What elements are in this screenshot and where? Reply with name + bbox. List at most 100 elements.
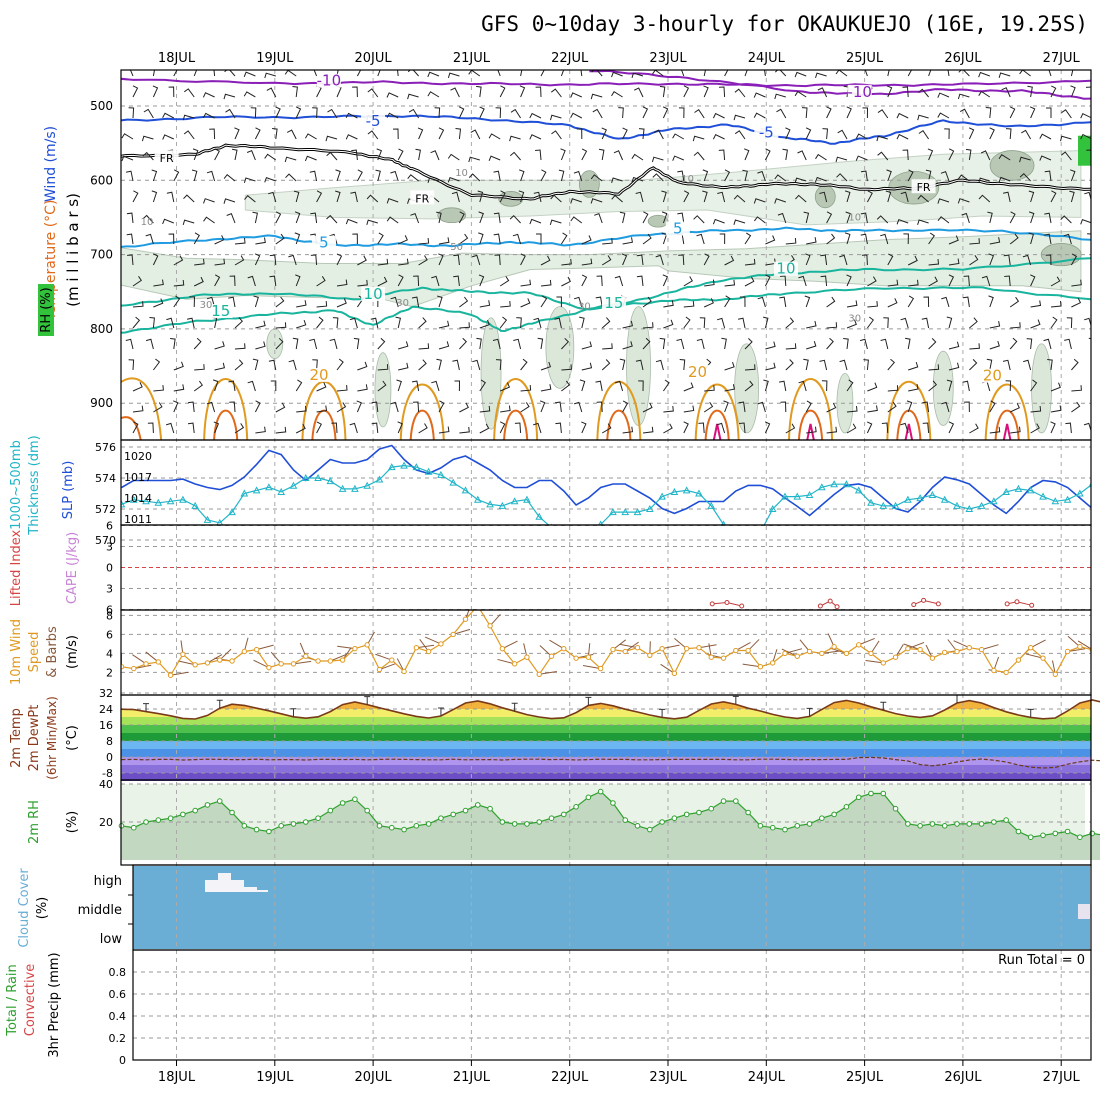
isotherm-20 bbox=[984, 383, 1030, 440]
wind-barb bbox=[846, 379, 854, 392]
wind-barb bbox=[978, 71, 990, 78]
wind-barb bbox=[450, 87, 460, 98]
wind-barb bbox=[718, 86, 726, 98]
wind-barb bbox=[213, 70, 216, 77]
wind-barb bbox=[168, 86, 175, 98]
axis-title-part: Lifted Index bbox=[9, 529, 24, 606]
wind-barb bbox=[941, 296, 950, 308]
wind-barb bbox=[357, 384, 368, 392]
wind-barb bbox=[451, 191, 460, 203]
wind-barb bbox=[550, 114, 562, 121]
rh-point bbox=[978, 821, 985, 827]
wind-barb bbox=[386, 216, 399, 224]
thickness-point bbox=[154, 498, 163, 506]
wind-barb bbox=[928, 258, 940, 266]
thickness-point bbox=[449, 478, 458, 486]
wind-barb bbox=[734, 130, 746, 140]
wind-barb bbox=[1050, 276, 1061, 287]
pressure-tick-label: 500 bbox=[90, 99, 113, 113]
wind-barb bbox=[170, 338, 176, 350]
axis-title-part: & Barbs bbox=[45, 626, 60, 678]
wind-barb bbox=[662, 106, 669, 119]
wind-barb bbox=[367, 130, 379, 140]
wind-barb bbox=[535, 149, 542, 161]
wind-barb bbox=[989, 237, 1001, 245]
wind-barb bbox=[962, 296, 970, 308]
wind-barb bbox=[683, 405, 695, 413]
rh-cell-dark bbox=[647, 214, 669, 228]
thickness-point bbox=[424, 467, 433, 475]
wind-barb bbox=[601, 317, 611, 329]
wind-barb bbox=[411, 296, 420, 308]
wind-barb bbox=[1050, 85, 1057, 98]
wind-barb bbox=[438, 400, 445, 413]
contour-label-bg bbox=[754, 125, 779, 140]
wind-speed-line bbox=[121, 610, 1091, 677]
wind-barb bbox=[488, 133, 501, 140]
wind-speed-point bbox=[757, 664, 764, 670]
rh-point bbox=[143, 819, 149, 825]
wind-barb bbox=[500, 405, 511, 413]
wind-barb bbox=[345, 112, 358, 119]
wind-barb bbox=[561, 364, 572, 371]
wind-barb bbox=[902, 149, 909, 161]
wind-barb bbox=[335, 169, 341, 182]
minmax-marker bbox=[437, 707, 444, 716]
wind-barb bbox=[681, 70, 685, 77]
wind-barb bbox=[398, 258, 409, 266]
isotherm-25 bbox=[503, 409, 529, 440]
wind-barb bbox=[173, 361, 184, 371]
axis-title-part: Cloud Cover bbox=[17, 868, 32, 948]
wind-barb bbox=[153, 385, 164, 392]
wind-speed-point bbox=[290, 661, 297, 667]
wind-barb bbox=[1028, 232, 1035, 245]
rh-point bbox=[880, 790, 887, 797]
wind-speed-point bbox=[476, 604, 480, 608]
thickness-point bbox=[265, 483, 273, 491]
wind-barb bbox=[253, 295, 259, 308]
temp-band bbox=[121, 749, 1091, 757]
wind-barb bbox=[561, 337, 570, 350]
wind-barb-10m bbox=[502, 640, 518, 650]
wind-barb bbox=[1071, 401, 1081, 413]
wind-barb bbox=[779, 296, 787, 308]
wind-barb bbox=[1063, 233, 1072, 245]
wind-barb bbox=[121, 133, 134, 140]
rh-cell-high bbox=[1078, 135, 1091, 166]
isotherm bbox=[121, 77, 1091, 88]
thickness-point bbox=[277, 487, 286, 495]
cloud-axis-title: Cloud Cover bbox=[17, 868, 32, 948]
wind-barb bbox=[285, 173, 297, 182]
wind-barb bbox=[908, 279, 919, 287]
rh-contour-label: 30 bbox=[396, 298, 409, 309]
thickness-point bbox=[805, 491, 814, 499]
wind-barb bbox=[826, 233, 836, 245]
cape-tick-label: 6 bbox=[106, 520, 113, 533]
wind-barb-10m bbox=[453, 628, 471, 635]
wind-barb bbox=[455, 128, 462, 140]
wind-barb bbox=[957, 93, 970, 100]
wind-barb bbox=[1065, 422, 1072, 434]
wind-barb bbox=[598, 148, 605, 161]
wind-barb bbox=[576, 128, 583, 140]
wind-barb bbox=[601, 127, 607, 140]
wind-barb bbox=[886, 169, 892, 182]
wind-barb bbox=[370, 317, 379, 329]
wind-barb bbox=[345, 218, 358, 225]
rh-point bbox=[474, 802, 481, 808]
wind-barb bbox=[438, 253, 444, 266]
wind-barb bbox=[785, 359, 794, 371]
rh2m-axis-title: 2m RH bbox=[27, 800, 42, 844]
wind-barb bbox=[738, 401, 746, 413]
wind-barb bbox=[806, 426, 817, 434]
wind-barb bbox=[459, 233, 469, 245]
day-tick-label-bottom: 26JUL bbox=[944, 1070, 982, 1085]
wind-barb bbox=[1070, 253, 1078, 266]
wind-barb bbox=[672, 133, 685, 140]
wind-barb bbox=[591, 70, 603, 77]
isotherm-20 bbox=[203, 378, 249, 440]
wind-speed-point bbox=[647, 652, 653, 658]
precip-axis-title-3: 3hr Precip (mm) bbox=[47, 952, 62, 1057]
wind-barb bbox=[436, 211, 442, 224]
precip-tick-label: 0 bbox=[119, 1054, 126, 1067]
